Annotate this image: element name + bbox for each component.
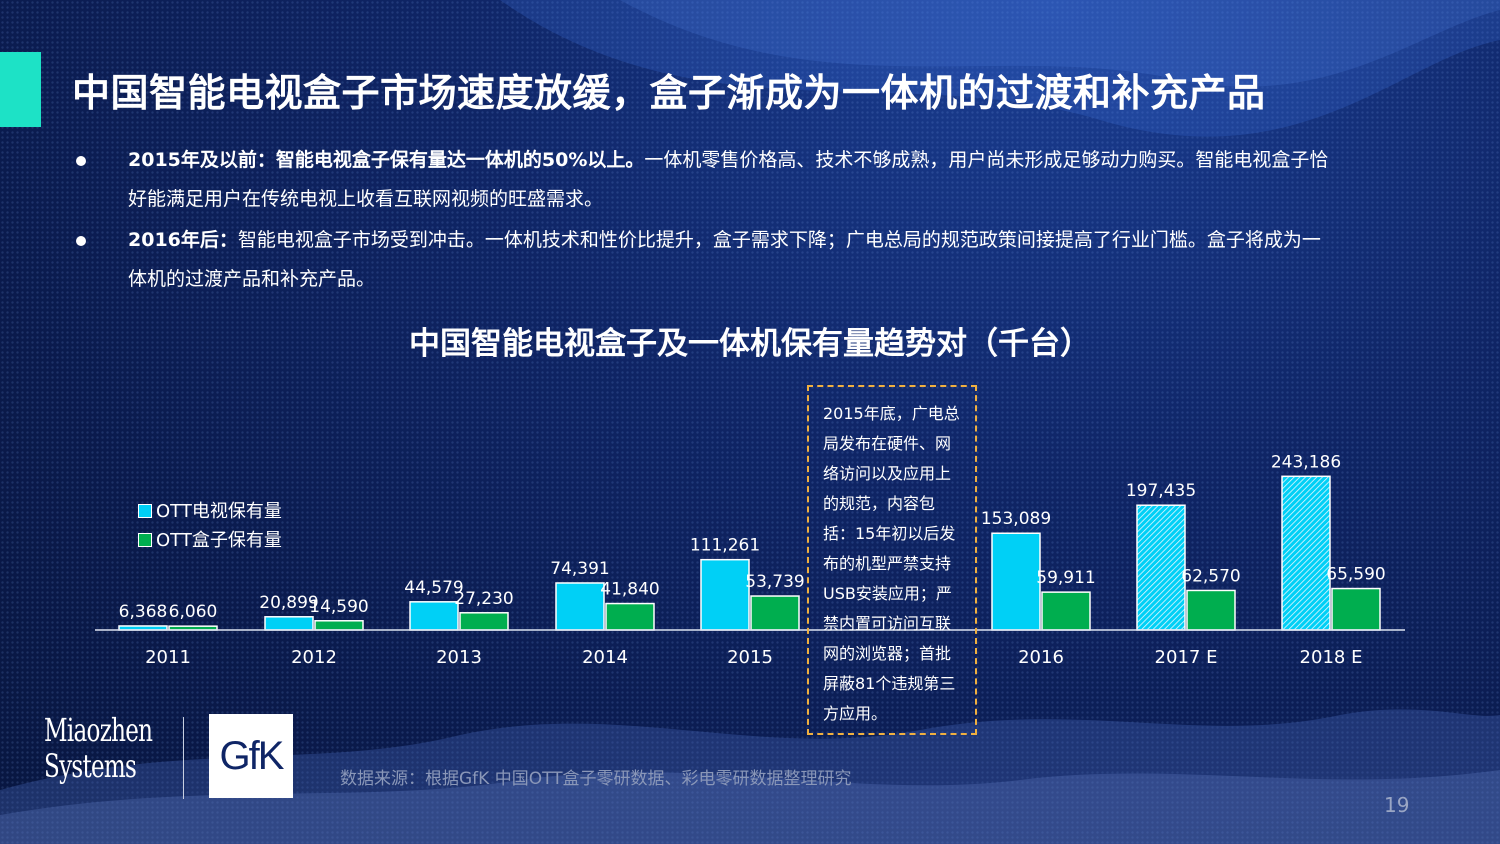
- bar-ott-box: [1041, 591, 1091, 631]
- note-line: 括：15年初以后发: [823, 524, 956, 543]
- data-label-ott-box: 53,739: [745, 572, 804, 592]
- bullet-2-bold: 2016年后：: [128, 229, 238, 251]
- data-label-ott-tv: 243,186: [1271, 452, 1341, 472]
- data-label-ott-box: 65,590: [1326, 565, 1385, 585]
- data-source: 数据来源：根据GfK 中国OTT盒子零研数据、彩电零研数据整理研究: [340, 769, 852, 789]
- legend-swatch-box: [138, 533, 152, 547]
- legend-label-box: OTT盒子保有量: [156, 530, 282, 551]
- x-tick-label: 2014: [582, 647, 628, 668]
- data-label-ott-tv: 44,579: [404, 578, 463, 598]
- bar-ott-box: [750, 595, 800, 631]
- data-label-ott-tv: 74,391: [550, 559, 609, 579]
- data-label-ott-tv: 6,368: [119, 602, 168, 622]
- legend-item-tv: OTT电视保有量: [138, 497, 282, 526]
- bar-ott-tv: [700, 558, 750, 631]
- bar-ott-tv: [555, 582, 605, 631]
- note-line: 方应用。: [823, 704, 888, 723]
- page-number: 19: [1384, 793, 1410, 817]
- bullet-2-text: 智能电视盒子市场受到冲击。一体机技术和性价比提升，盒子需求下降；广电总局的规范政…: [237, 229, 1321, 251]
- data-label-ott-box: 59,911: [1036, 568, 1095, 588]
- bar-ott-box: [1331, 587, 1381, 631]
- bar-ott-box: [605, 602, 655, 631]
- x-tick-label: 2013: [436, 647, 482, 668]
- policy-note-box: 2015年底，广电总 局发布在硬件、网 络访问以及应用上 的规范，内容包 括：1…: [807, 385, 977, 735]
- data-label-ott-box: 41,840: [600, 580, 659, 600]
- note-line: 局发布在硬件、网: [823, 434, 952, 453]
- bar-ott-box: [314, 620, 364, 631]
- bar-ott-box: [1186, 589, 1236, 631]
- note-line: 布的机型严禁支持: [823, 554, 952, 573]
- bullet-dot-1: [76, 156, 86, 166]
- bullet-1: 2015年及以前：智能电视盒子保有量达一体机的50%以上。一体机零售价格高、技术…: [128, 141, 1438, 219]
- note-line: 网的浏览器；首批: [823, 644, 952, 663]
- bullet-1-bold: 2015年及以前：智能电视盒子保有量达一体机的50%以上。: [128, 149, 645, 171]
- x-tick-label: 2011: [145, 647, 191, 668]
- title-accent-bar: [0, 52, 41, 127]
- logo-divider: [183, 717, 184, 799]
- data-label-ott-box: 62,570: [1181, 566, 1240, 586]
- note-line: 2015年底，广电总: [823, 404, 960, 423]
- note-line: 络访问以及应用上: [823, 464, 952, 483]
- bullet-dot-2: [76, 236, 86, 246]
- data-label-ott-box: 6,060: [169, 602, 218, 622]
- bar-ott-box: [459, 612, 509, 631]
- legend-label-tv: OTT电视保有量: [156, 501, 282, 522]
- note-line: 屏蔽81个违规第三: [823, 674, 956, 693]
- data-label-ott-box: 14,590: [309, 597, 368, 617]
- x-tick-label: 2016: [1018, 647, 1064, 668]
- note-line: 禁内置可访问互联: [823, 614, 952, 633]
- bar-ott-tv: [1136, 504, 1186, 631]
- page-title: 中国智能电视盒子市场速度放缓，盒子渐成为一体机的过渡和补充产品: [72, 71, 1266, 115]
- bar-ott-tv: [1281, 475, 1331, 631]
- legend-swatch-tv: [138, 504, 152, 518]
- x-tick-label: 2017 E: [1155, 647, 1218, 668]
- gfk-logo: GfK: [209, 714, 293, 798]
- bar-ott-tv: [991, 532, 1041, 631]
- bullet-1-text: 一体机零售价格高、技术不够成熟，用户尚未形成足够动力购买。智能电视盒子恰: [644, 149, 1329, 171]
- miaozhen-logo-line2: Systems: [44, 747, 137, 785]
- note-line: USB安装应用；严: [823, 584, 952, 603]
- data-label-ott-box: 27,230: [454, 589, 513, 609]
- note-line: 的规范，内容包: [823, 494, 936, 513]
- bar-ott-tv: [264, 616, 314, 631]
- x-tick-label: 2012: [291, 647, 337, 668]
- chart-title: 中国智能电视盒子及一体机保有量趋势对（千台）: [409, 326, 1091, 362]
- legend-item-box: OTT盒子保有量: [138, 526, 282, 555]
- bullet-2: 2016年后：智能电视盒子市场受到冲击。一体机技术和性价比提升，盒子需求下降；广…: [128, 221, 1438, 299]
- bullet-2-line2: 体机的过渡产品和补充产品。: [128, 268, 376, 290]
- data-label-ott-tv: 153,089: [981, 509, 1051, 529]
- bullet-1-line2: 好能满足用户在传统电视上收看互联网视频的旺盛需求。: [128, 188, 604, 210]
- miaozhen-logo-line1: Miaozhen: [44, 711, 153, 749]
- x-tick-label: 2015: [727, 647, 773, 668]
- x-tick-label: 2018 E: [1300, 647, 1363, 668]
- data-label-ott-tv: 20,899: [259, 593, 318, 613]
- data-label-ott-tv: 111,261: [690, 536, 760, 556]
- miaozhen-logo: Miaozhen Systems: [44, 711, 153, 785]
- data-label-ott-tv: 197,435: [1126, 481, 1196, 501]
- bar-ott-tv: [409, 601, 459, 631]
- chart-legend: OTT电视保有量 OTT盒子保有量: [138, 497, 282, 555]
